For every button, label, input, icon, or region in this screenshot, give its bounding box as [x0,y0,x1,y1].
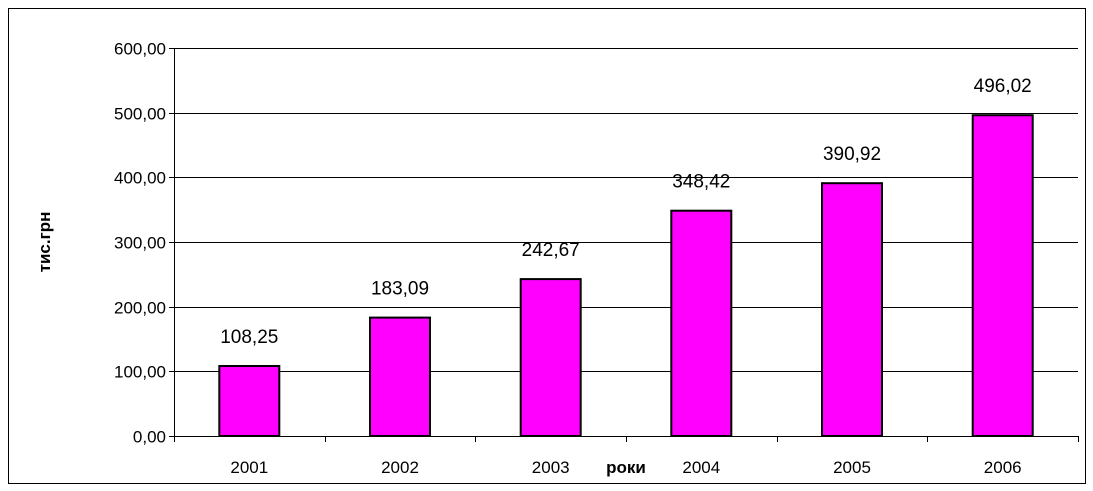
bar-value-label: 242,67 [522,240,580,261]
bar [369,316,431,438]
y-tick-label: 200,00 [114,299,166,318]
bar [670,209,733,437]
bar-value-label: 390,92 [823,144,881,165]
bar [821,182,883,437]
y-tick-label: 0,00 [133,428,166,447]
labels: 0,00 100,00 200,00 300,00 400,00 500,00 600,00… [114,40,1032,478]
bar-value-label: 183,09 [371,279,429,300]
x-tick-label: 2004 [682,458,720,477]
y-tick-label: 100,00 [114,363,166,382]
y-tick-label: 400,00 [114,169,166,188]
y-tick-label: 500,00 [114,105,166,124]
bar-value-label: 348,42 [672,172,730,193]
y-axis-title: тис.грн [35,212,54,273]
x-tick-label: 2002 [381,458,419,477]
y-tick-label: 600,00 [114,40,166,59]
gridlines [174,48,1078,372]
bar-value-label: 496,02 [974,76,1032,97]
bar [218,365,281,437]
x-tick-label: 2001 [230,458,268,477]
bar [519,278,582,437]
bar [971,114,1034,437]
bars [218,114,1034,438]
x-tick-label: 2003 [532,458,570,477]
x-tick-label: 2005 [833,458,871,477]
x-tick-label: 2006 [984,458,1022,477]
x-axis-title: роки [606,458,646,477]
y-tick-label: 300,00 [114,234,166,253]
bar-value-label: 108,25 [220,327,278,348]
axes [169,48,1079,442]
